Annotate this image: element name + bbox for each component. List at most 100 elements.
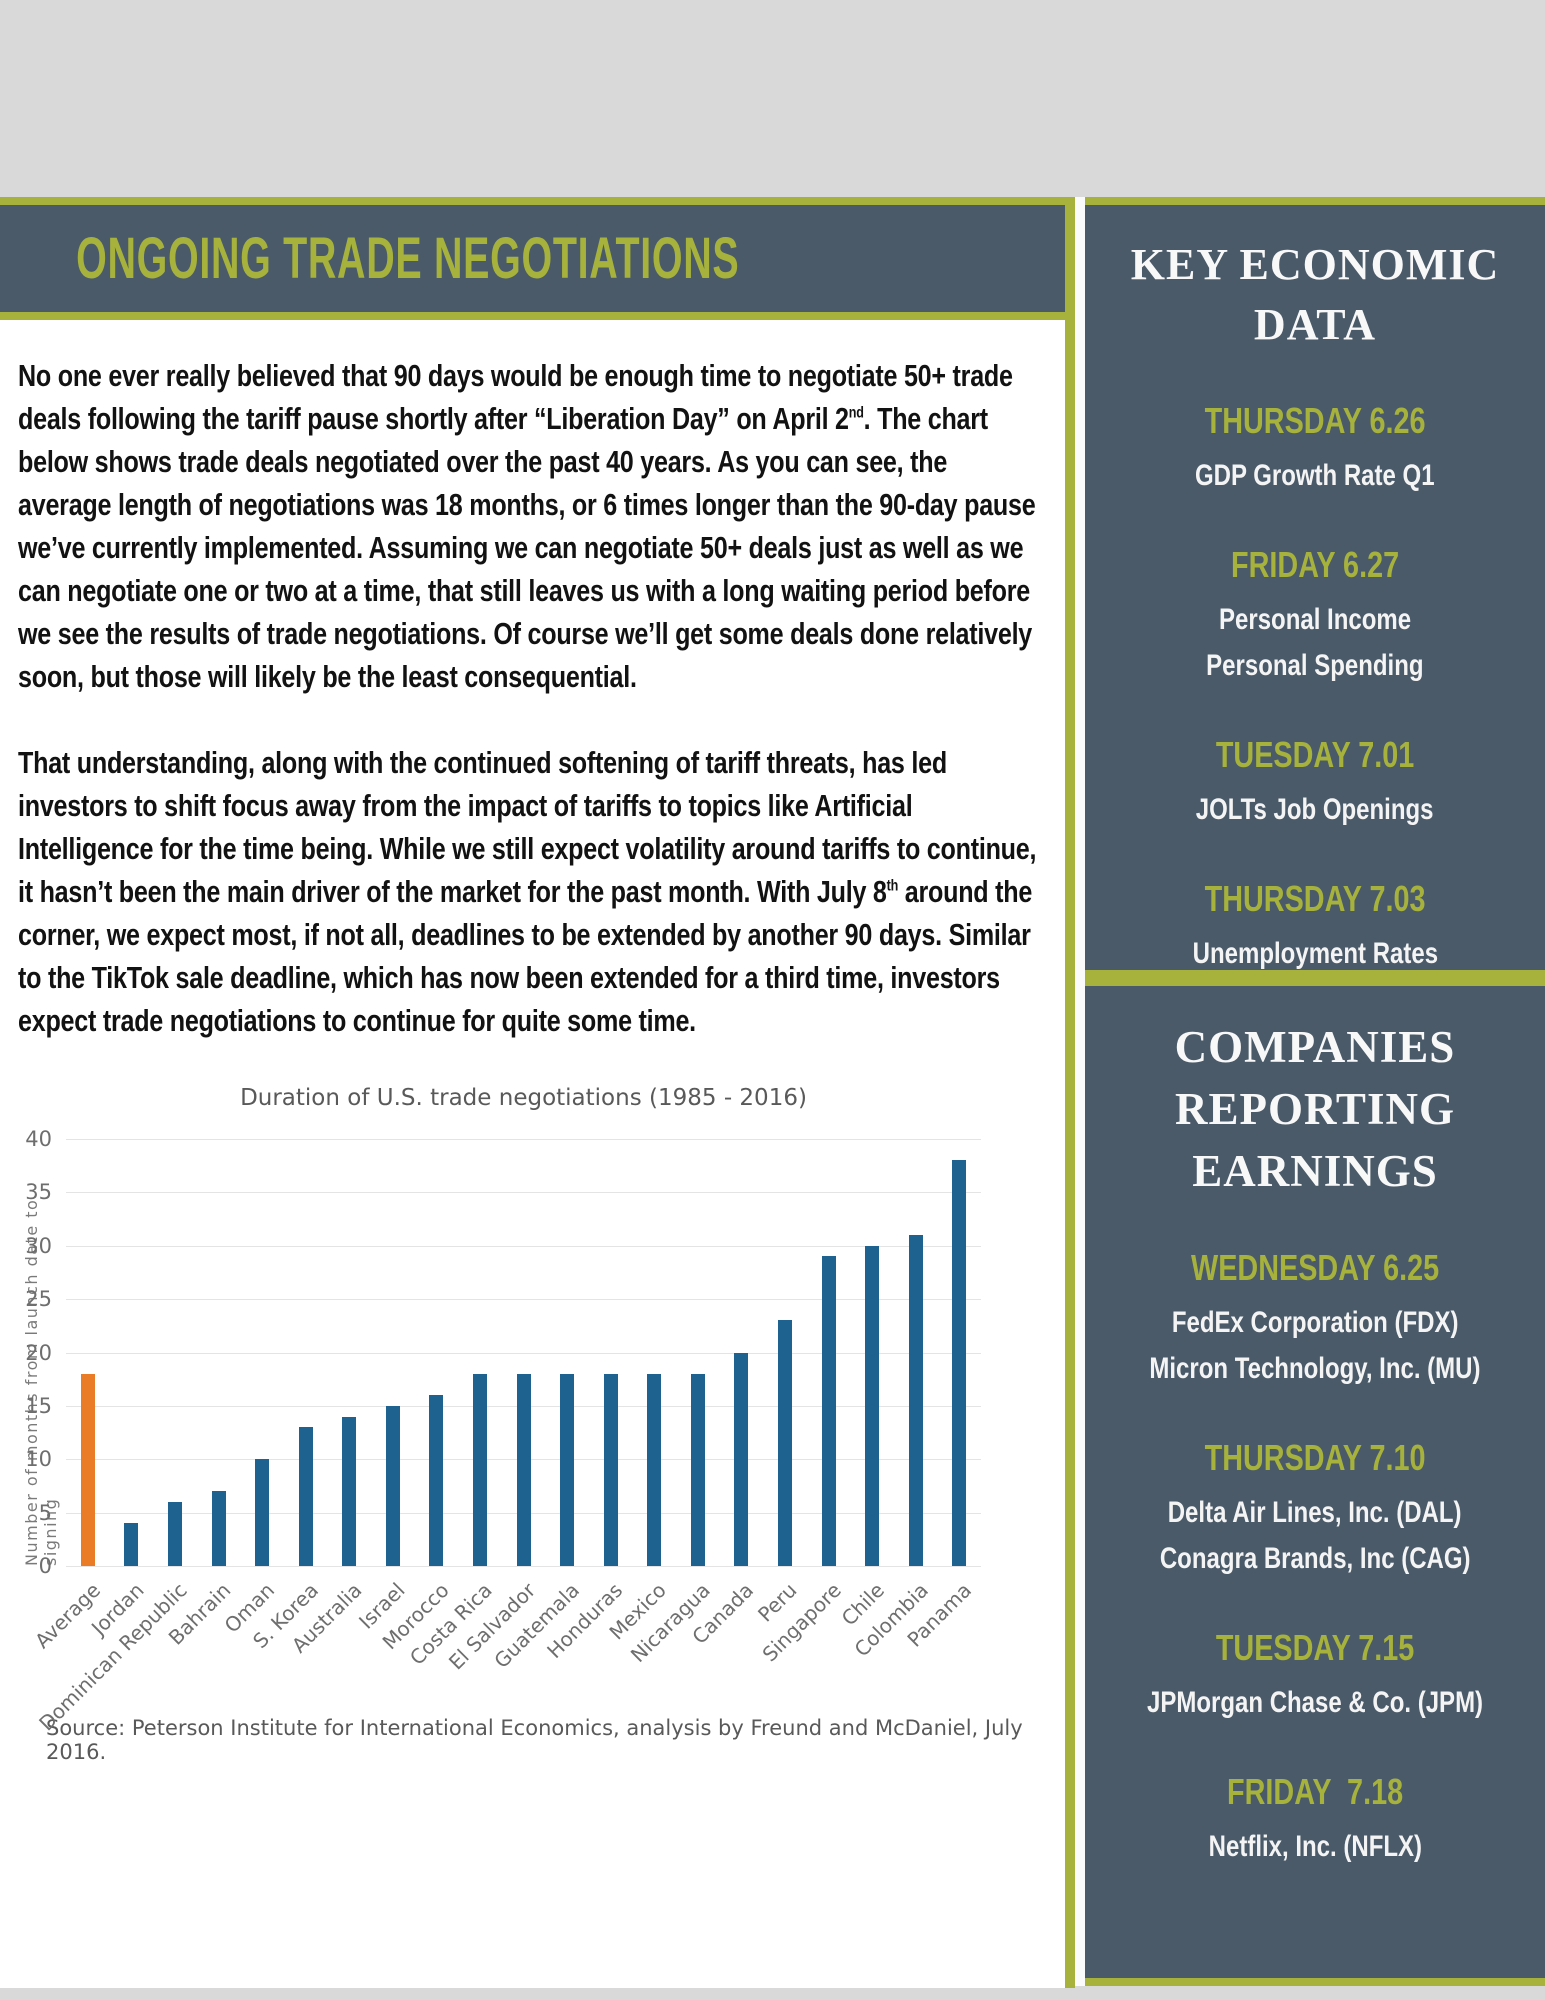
bar-morocco (429, 1395, 444, 1566)
gridline-35 (66, 1192, 981, 1194)
paragraph-2-text-cont: around the corner, we expect most, if no… (18, 874, 1033, 1038)
chart-plot-area: Number of months from launch date to sig… (22, 1127, 981, 1735)
event-item: FedEx Corporation (FDX) (1085, 1300, 1545, 1346)
event-item: JPMorgan Chase & Co. (JPM) (1085, 1680, 1545, 1726)
event-item-text: JPMorgan Chase & Co. (JPM) (1146, 1686, 1484, 1719)
event-item-text: Conagra Brands, Inc (CAG) (1159, 1542, 1471, 1575)
paragraph-1: No one ever really believed that 90 days… (18, 354, 1039, 698)
event-item-text: Unemployment Rates (1192, 937, 1438, 970)
economic-event: FRIDAY 6.27 Personal Income Personal Spe… (1085, 545, 1545, 689)
event-item-text: FedEx Corporation (FDX) (1171, 1306, 1459, 1339)
y-tick-25: 25 (25, 1287, 52, 1312)
event-item-text: Personal Income (1218, 603, 1412, 636)
headline-banner: ONGOING TRADE NEGOTIATIONS (0, 197, 1065, 320)
bar-s-korea (298, 1427, 313, 1566)
event-item: Personal Spending (1085, 643, 1545, 689)
event-date-text: THURSDAY 7.03 (1204, 878, 1426, 919)
bar-bahrain (211, 1491, 226, 1566)
event-item-text: Personal Spending (1206, 649, 1424, 682)
companies-earnings-panel: COMPANIES REPORTING EARNINGS WEDNESDAY 6… (1085, 978, 1545, 1986)
event-item: Personal Income (1085, 597, 1545, 643)
sidebar: KEY ECONOMIC DATA THURSDAY 6.26 GDP Grow… (1085, 197, 1545, 1986)
event-date-text: FRIDAY 7.18 (1226, 1771, 1404, 1812)
gridline-25 (66, 1299, 981, 1301)
bar-nicaragua (690, 1373, 705, 1566)
event-date: TUESDAY 7.15 (1085, 1628, 1545, 1668)
chart-source: Source: Peterson Institute for Internati… (46, 1716, 1023, 1764)
bar-panama (952, 1160, 967, 1566)
panel-title-companies-reporting-earnings: COMPANIES REPORTING EARNINGS (1174, 1022, 1456, 1196)
bar-guatemala (560, 1373, 575, 1566)
bar-canada (734, 1352, 749, 1566)
earnings-event: WEDNESDAY 6.25 FedEx Corporation (FDX) M… (1085, 1248, 1545, 1392)
event-item: Conagra Brands, Inc (CAG) (1085, 1536, 1545, 1582)
ordinal-superscript: th (886, 877, 899, 895)
event-item-text: Delta Air Lines, Inc. (DAL) (1168, 1496, 1462, 1529)
key-economic-data-panel: KEY ECONOMIC DATA THURSDAY 6.26 GDP Grow… (1085, 197, 1545, 978)
y-tick-5: 5 (38, 1500, 52, 1525)
event-item: Unemployment Rates (1085, 931, 1545, 970)
bar-mexico (647, 1373, 662, 1566)
event-date: FRIDAY 6.27 (1085, 545, 1545, 585)
panel-title-key-economic-data: KEY ECONOMIC DATA (1130, 240, 1500, 349)
economic-event: TUESDAY 7.01 JOLTs Job Openings (1085, 735, 1545, 833)
article-content: No one ever really believed that 90 days… (0, 320, 1065, 1988)
bar-jordan (124, 1523, 139, 1566)
bar-honduras (603, 1373, 618, 1566)
y-tick-35: 35 (25, 1180, 52, 1205)
event-item-text: GDP Growth Rate Q1 (1195, 459, 1435, 492)
event-date: THURSDAY 7.10 (1085, 1438, 1545, 1478)
event-item-text: Micron Technology, Inc. (MU) (1149, 1352, 1481, 1385)
event-date-text: THURSDAY 7.10 (1204, 1437, 1426, 1478)
event-item: Netflix, Inc. (NFLX) (1085, 1824, 1545, 1870)
column-divider (1075, 197, 1085, 1986)
event-date-text: TUESDAY 7.15 (1215, 1627, 1415, 1668)
bar-peru (777, 1320, 792, 1566)
bar-colombia (908, 1235, 923, 1566)
gridline-40 (66, 1139, 981, 1140)
ordinal-superscript: nd (848, 404, 864, 422)
bar-australia (342, 1416, 357, 1566)
event-item: Delta Air Lines, Inc. (DAL) (1085, 1490, 1545, 1536)
event-date-text: THURSDAY 6.26 (1204, 400, 1426, 441)
page-title: ONGOING TRADE NEGOTIATIONS (75, 226, 740, 291)
earnings-event: FRIDAY 7.18 Netflix, Inc. (NFLX) (1085, 1772, 1545, 1870)
event-date: WEDNESDAY 6.25 (1085, 1248, 1545, 1288)
trade-negotiations-chart: Duration of U.S. trade negotiations (198… (18, 1085, 1045, 1764)
event-date-text: WEDNESDAY 6.25 (1190, 1247, 1440, 1288)
event-item: GDP Growth Rate Q1 (1085, 453, 1545, 499)
event-date: TUESDAY 7.01 (1085, 735, 1545, 775)
event-date: FRIDAY 7.18 (1085, 1772, 1545, 1812)
event-date: THURSDAY 7.03 (1085, 879, 1545, 919)
event-item: Micron Technology, Inc. (MU) (1085, 1346, 1545, 1392)
bar-chile (865, 1245, 880, 1566)
bar-el-salvador (516, 1373, 531, 1566)
event-date: THURSDAY 6.26 (1085, 401, 1545, 441)
article-body: No one ever really believed that 90 days… (18, 354, 1039, 1042)
y-tick-40: 40 (25, 1127, 52, 1151)
bar-average (80, 1373, 95, 1566)
gridline-0 (66, 1566, 981, 1567)
event-date-text: FRIDAY 6.27 (1230, 544, 1400, 585)
y-tick-20: 20 (25, 1340, 52, 1365)
economic-event: THURSDAY 7.03 Unemployment Rates (1085, 879, 1545, 971)
paragraph-2: That understanding, along with the conti… (18, 741, 1039, 1042)
main-column: ONGOING TRADE NEGOTIATIONS No one ever r… (0, 197, 1075, 1988)
paragraph-2-text: That understanding, along with the conti… (18, 745, 1037, 909)
event-item-text: Netflix, Inc. (NFLX) (1208, 1830, 1422, 1863)
paragraph-1-text-cont: . The chart below shows trade deals nego… (18, 401, 1036, 694)
gridline-30 (66, 1245, 981, 1247)
paragraph-1-text: No one ever really believed that 90 days… (18, 358, 1013, 436)
bar-costa-rica (472, 1373, 487, 1566)
event-date-text: TUESDAY 7.01 (1215, 734, 1415, 775)
earnings-event: THURSDAY 7.10 Delta Air Lines, Inc. (DAL… (1085, 1438, 1545, 1582)
event-item-text: JOLTs Job Openings (1196, 793, 1434, 826)
y-tick-0: 0 (38, 1554, 52, 1578)
y-tick-15: 15 (25, 1393, 52, 1418)
economic-event: THURSDAY 6.26 GDP Growth Rate Q1 (1085, 401, 1545, 499)
bar-oman (255, 1459, 270, 1566)
y-tick-10: 10 (25, 1447, 52, 1472)
y-tick-30: 30 (25, 1233, 52, 1258)
event-item: JOLTs Job Openings (1085, 787, 1545, 833)
